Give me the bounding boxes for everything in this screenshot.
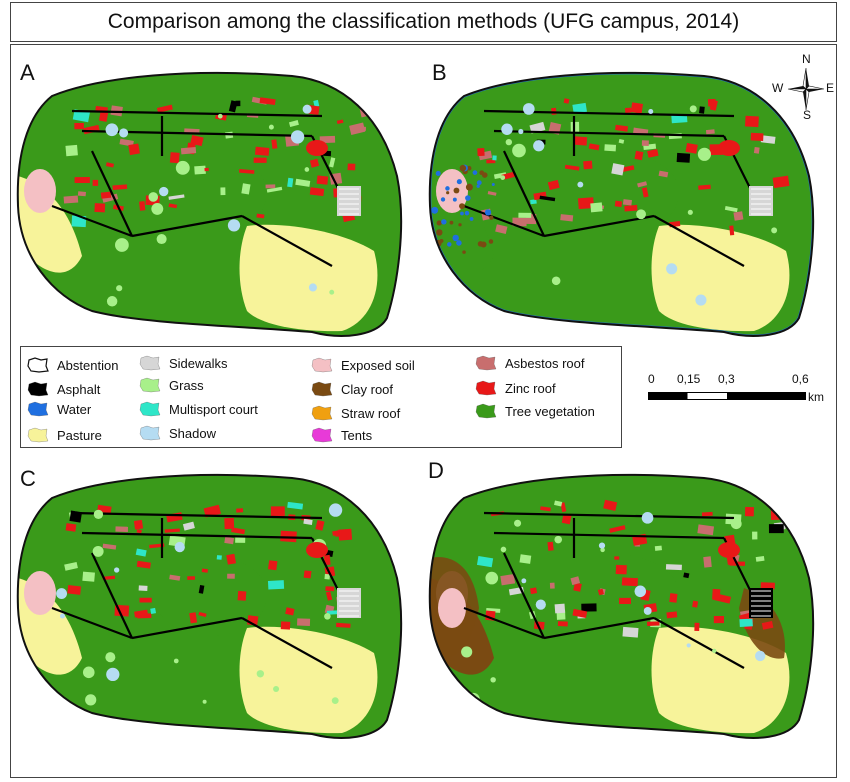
legend-swatch (311, 381, 333, 397)
legend-swatch (475, 355, 497, 371)
legend-label: Abstention (57, 357, 119, 373)
legend-label: Zinc roof (505, 380, 556, 396)
panel-label-b: B (432, 60, 447, 85)
panel-label-c: C (20, 466, 36, 491)
legend-swatch (27, 357, 49, 373)
legend-item: Tree vegetation (475, 403, 595, 419)
map-panel-a (16, 71, 403, 337)
scale-bar: 0 0,15 0,3 0,6 km (640, 372, 830, 412)
legend-item: Grass (139, 377, 204, 393)
legend-swatch (139, 401, 161, 417)
legend-label: Sidewalks (169, 355, 228, 371)
legend-swatch (475, 403, 497, 419)
map-legend: Abstention Asphalt Water Pasture Sidewal… (20, 346, 622, 448)
legend-item: Straw roof (311, 405, 400, 421)
legend-swatch (27, 381, 49, 397)
legend-swatch (311, 427, 333, 443)
legend-label: Asphalt (57, 381, 101, 397)
legend-swatch (311, 405, 333, 421)
scale-unit: km (808, 390, 824, 404)
map-panel-c (16, 473, 403, 739)
legend-label: Clay roof (341, 381, 394, 397)
panel-label-a: A (20, 60, 35, 85)
compass-rose-icon (787, 67, 825, 111)
legend-label: Water (57, 401, 92, 417)
legend-label: Exposed soil (341, 357, 415, 373)
legend-item: Abstention (27, 357, 118, 373)
scale-tick-label: 0,3 (718, 372, 735, 386)
figure-title: Comparison among the classification meth… (10, 2, 837, 42)
legend-swatch (475, 380, 497, 396)
legend-item: Tents (311, 427, 372, 443)
figure-frame (10, 44, 837, 778)
map-panel-b (428, 71, 815, 337)
legend-item: Water (27, 401, 91, 417)
compass-s: S (803, 108, 812, 122)
legend-label: Multisport court (169, 401, 258, 417)
legend-swatch (27, 401, 49, 417)
compass-w: W (772, 81, 784, 95)
scale-tick-label: 0 (648, 372, 655, 386)
legend-swatch (139, 425, 161, 441)
legend-label: Tents (341, 427, 373, 443)
scale-tick-label: 0,6 (792, 372, 809, 386)
legend-label: Straw roof (341, 405, 401, 421)
legend-item: Pasture (27, 427, 102, 443)
legend-item: Shadow (139, 425, 216, 441)
legend-label: Shadow (169, 425, 216, 441)
legend-item: Sidewalks (139, 355, 228, 371)
legend-label: Pasture (57, 427, 102, 443)
legend-label: Asbestos roof (505, 355, 585, 371)
compass-rose: N S E W (772, 52, 836, 122)
legend-swatch (139, 377, 161, 393)
legend-swatch (311, 357, 333, 373)
legend-item: Asbestos roof (475, 355, 585, 371)
scale-tick-label: 0,15 (677, 372, 701, 386)
legend-item: Exposed soil (311, 357, 415, 373)
legend-item: Multisport court (139, 401, 258, 417)
legend-swatch (27, 427, 49, 443)
legend-label: Tree vegetation (505, 403, 595, 419)
compass-n: N (802, 52, 811, 66)
legend-swatch (139, 355, 161, 371)
scale-bar-graphic (648, 392, 806, 400)
legend-item: Asphalt (27, 381, 100, 397)
legend-label: Grass (169, 377, 204, 393)
panel-label-d: D (428, 458, 444, 483)
map-panel-d (428, 473, 815, 739)
legend-item: Clay roof (311, 381, 393, 397)
compass-e: E (826, 81, 835, 95)
legend-item: Zinc roof (475, 380, 556, 396)
